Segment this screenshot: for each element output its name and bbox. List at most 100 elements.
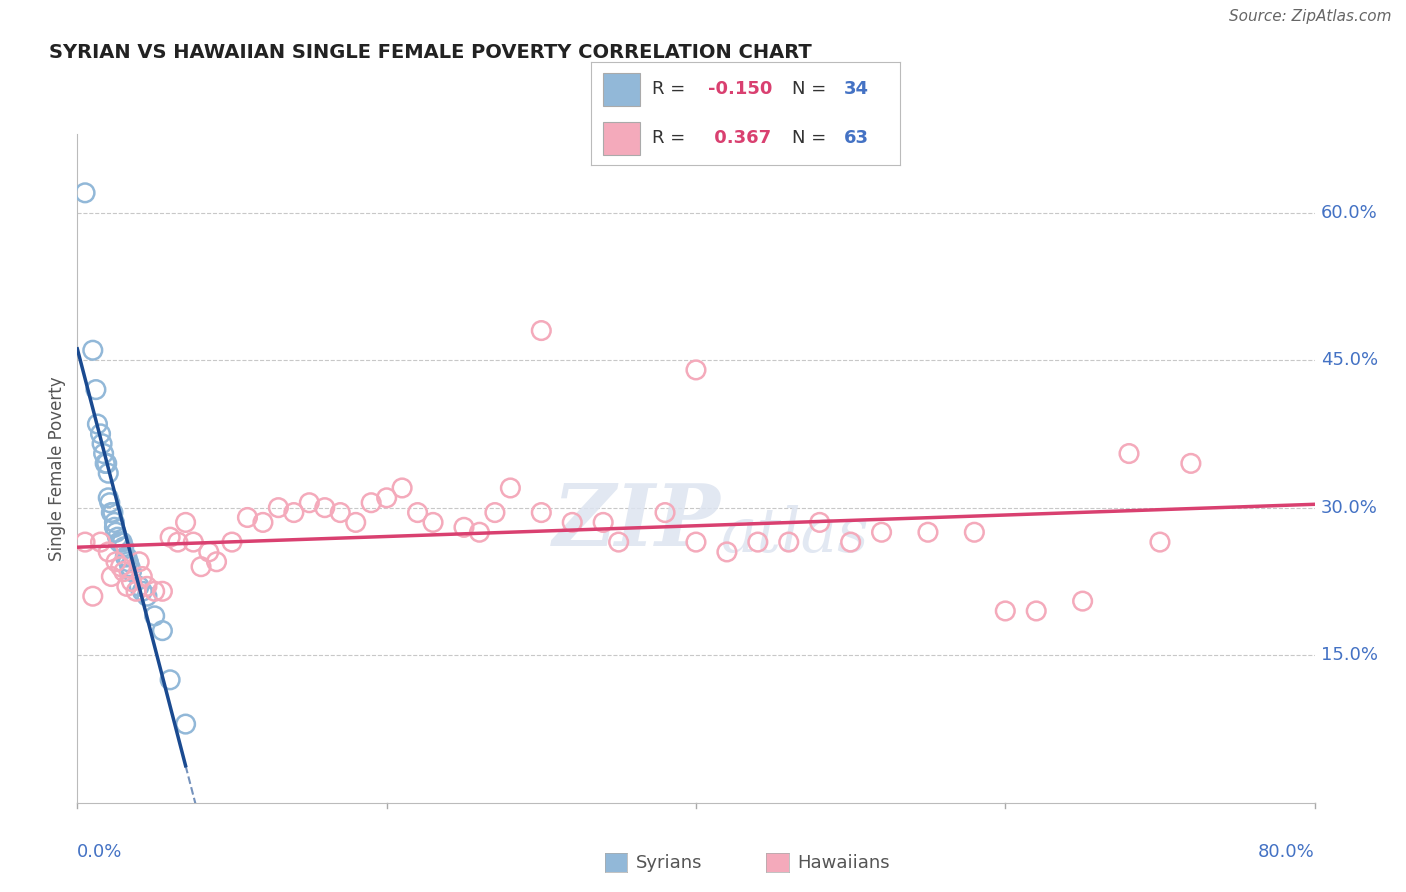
Text: Source: ZipAtlas.com: Source: ZipAtlas.com <box>1229 9 1392 24</box>
Point <box>114 549 136 564</box>
Point <box>121 565 143 579</box>
Point <box>344 516 367 530</box>
Point <box>115 579 138 593</box>
Point <box>778 535 800 549</box>
Point <box>131 569 153 583</box>
Point <box>84 383 107 397</box>
Point <box>159 673 181 687</box>
Text: 45.0%: 45.0% <box>1320 351 1378 369</box>
Point <box>128 579 150 593</box>
Point <box>963 525 986 540</box>
Point <box>90 535 111 549</box>
Point <box>159 530 181 544</box>
Point <box>125 584 148 599</box>
Point <box>97 467 120 481</box>
Point <box>174 516 197 530</box>
Point <box>112 565 135 579</box>
Point <box>131 584 153 599</box>
Point <box>685 363 707 377</box>
Point <box>391 481 413 495</box>
Point <box>716 545 738 559</box>
Point <box>103 516 125 530</box>
Point <box>183 535 205 549</box>
Point <box>267 500 290 515</box>
Point <box>375 491 398 505</box>
Point <box>1149 535 1171 549</box>
Point <box>314 500 336 515</box>
Point <box>1180 456 1202 470</box>
Point <box>870 525 893 540</box>
Point <box>1025 604 1047 618</box>
Point <box>75 186 96 200</box>
Point <box>98 496 121 510</box>
Point <box>100 569 122 583</box>
Point <box>136 589 159 603</box>
Point <box>360 496 382 510</box>
Text: 60.0%: 60.0% <box>1320 203 1378 221</box>
Point <box>329 506 352 520</box>
Text: 15.0%: 15.0% <box>1320 646 1378 665</box>
Point <box>107 530 129 544</box>
Text: 80.0%: 80.0% <box>1258 843 1315 861</box>
Y-axis label: Single Female Poverty: Single Female Poverty <box>48 376 66 560</box>
Point <box>143 608 166 623</box>
Point <box>105 525 127 540</box>
Point <box>607 535 630 549</box>
Text: 0.0%: 0.0% <box>77 843 122 861</box>
Point <box>994 604 1017 618</box>
Point <box>91 436 114 450</box>
Point <box>86 417 108 431</box>
Point <box>112 540 135 554</box>
Point <box>561 516 583 530</box>
Text: 63: 63 <box>844 129 869 147</box>
Point <box>174 717 197 731</box>
Point <box>115 549 138 564</box>
Point <box>236 510 259 524</box>
Point <box>167 535 190 549</box>
FancyBboxPatch shape <box>603 73 640 105</box>
Point <box>221 535 243 549</box>
Point <box>198 545 221 559</box>
Text: R =: R = <box>652 129 692 147</box>
Point <box>75 535 96 549</box>
Point <box>190 559 212 574</box>
Point <box>111 535 134 549</box>
Point <box>1118 446 1140 460</box>
Point <box>152 584 174 599</box>
Point <box>499 481 522 495</box>
Point <box>530 506 553 520</box>
Point <box>1071 594 1094 608</box>
Point <box>592 516 614 530</box>
Point <box>654 506 676 520</box>
Text: atlas: atlas <box>721 505 869 566</box>
Text: 30.0%: 30.0% <box>1320 499 1378 516</box>
Point <box>747 535 769 549</box>
Point <box>82 589 104 603</box>
Point <box>252 516 274 530</box>
Point <box>808 516 831 530</box>
Point <box>93 446 115 460</box>
Point <box>298 496 321 510</box>
Point <box>422 516 444 530</box>
Text: ZIP: ZIP <box>553 480 721 564</box>
Point <box>108 535 131 549</box>
Point <box>143 584 166 599</box>
Point <box>110 535 132 549</box>
FancyBboxPatch shape <box>603 122 640 155</box>
Text: Hawaiians: Hawaiians <box>797 854 890 871</box>
Point <box>110 559 132 574</box>
Point <box>101 506 124 520</box>
Point <box>128 555 150 569</box>
Text: -0.150: -0.150 <box>709 80 772 98</box>
Text: N =: N = <box>792 129 831 147</box>
Point <box>117 555 139 569</box>
Point <box>105 555 127 569</box>
Point <box>97 545 120 559</box>
Point <box>121 574 143 589</box>
Point <box>406 506 429 520</box>
Point <box>205 555 228 569</box>
Point <box>94 456 117 470</box>
Text: 0.367: 0.367 <box>709 129 770 147</box>
Text: N =: N = <box>792 80 831 98</box>
Point <box>530 324 553 338</box>
